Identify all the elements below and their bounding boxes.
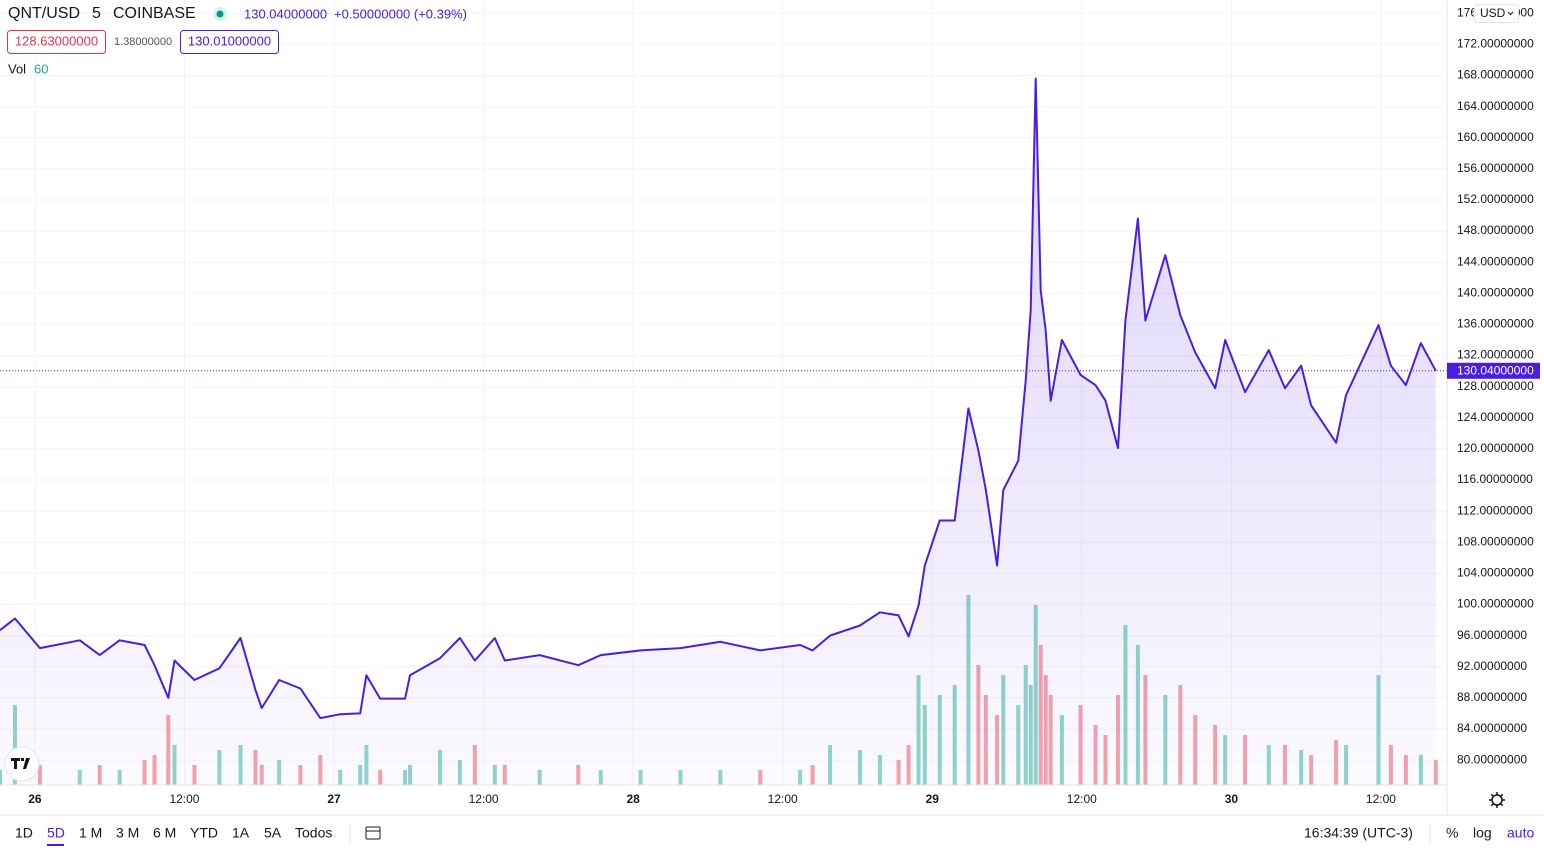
y-tick-label: 172.00000000 bbox=[1457, 37, 1534, 51]
y-tick-label: 108.00000000 bbox=[1457, 534, 1534, 548]
settings-teeth bbox=[1489, 792, 1505, 808]
y-tick-label: 140.00000000 bbox=[1457, 285, 1534, 299]
status-dot bbox=[216, 10, 224, 18]
currency[interactable]: USD bbox=[1480, 6, 1506, 20]
x-tick-label: 27 bbox=[327, 792, 341, 806]
x-tick-label: 30 bbox=[1225, 792, 1239, 806]
x-tick-label: 28 bbox=[626, 792, 640, 806]
range-button[interactable]: 6 M bbox=[153, 825, 176, 841]
last-price-label: 130.04000000 bbox=[1457, 363, 1534, 377]
y-tick-label: 116.00000000 bbox=[1457, 472, 1533, 486]
y-tick-label: 132.00000000 bbox=[1457, 348, 1534, 362]
last-price: 130.04000000 bbox=[244, 6, 327, 21]
logo-mark bbox=[11, 758, 30, 769]
price-change: +0.50000000 (+0.39%) bbox=[334, 6, 467, 21]
y-tick-label: 88.00000000 bbox=[1457, 690, 1527, 704]
range-active bbox=[47, 844, 64, 846]
y-tick-label: 80.00000000 bbox=[1457, 752, 1527, 766]
range-button[interactable]: 5A bbox=[264, 825, 282, 841]
currency-button[interactable] bbox=[1474, 4, 1519, 23]
y-tick-label: 92.00000000 bbox=[1457, 659, 1527, 673]
range-button[interactable]: 5D bbox=[47, 825, 65, 841]
y-tick-label: 100.00000000 bbox=[1457, 597, 1534, 611]
range-button[interactable]: 1 M bbox=[79, 825, 102, 841]
x-tick-label: 12:00 bbox=[169, 792, 199, 806]
ask[interactable]: 130.01000000 bbox=[188, 33, 271, 48]
range-button[interactable]: 1D bbox=[15, 825, 33, 841]
range-button[interactable]: 3 M bbox=[116, 825, 139, 841]
interval: 5 bbox=[92, 5, 101, 22]
y-tick-label: 128.00000000 bbox=[1457, 379, 1534, 393]
last-price-badge bbox=[1447, 362, 1540, 379]
y-tick-label: 124.00000000 bbox=[1457, 410, 1534, 424]
y-tick-label: 168.00000000 bbox=[1457, 68, 1534, 82]
x-tick-label: 29 bbox=[926, 792, 940, 806]
logo[interactable] bbox=[4, 746, 40, 782]
clock: 16:34:39 (UTC-3) bbox=[1304, 825, 1413, 841]
x-tick-label: 12:00 bbox=[1366, 792, 1396, 806]
y-tick-label: 120.00000000 bbox=[1457, 441, 1534, 455]
y-tick-label: 160.00000000 bbox=[1457, 130, 1534, 144]
bid-box[interactable] bbox=[7, 30, 106, 54]
scale-button[interactable]: auto bbox=[1507, 825, 1534, 841]
settings[interactable] bbox=[1491, 794, 1503, 806]
vol-label: Vol bbox=[8, 61, 26, 76]
price-line bbox=[0, 77, 1437, 720]
spread: 1.38000000 bbox=[114, 36, 172, 48]
symbol: QNT/USD bbox=[8, 5, 80, 22]
y-tick-label: 156.00000000 bbox=[1457, 161, 1534, 175]
y-tick-label: 136.00000000 bbox=[1457, 317, 1534, 331]
y-tick-label: 104.00000000 bbox=[1457, 566, 1534, 580]
y-tick-label: 148.00000000 bbox=[1457, 223, 1534, 237]
x-tick-label: 26 bbox=[28, 792, 42, 806]
scale-button[interactable]: % bbox=[1446, 825, 1458, 841]
range-button[interactable]: 1A bbox=[232, 825, 250, 841]
y-tick-label: 96.00000000 bbox=[1457, 628, 1527, 642]
vol-value: 60 bbox=[34, 61, 48, 76]
y-tick-label: 144.00000000 bbox=[1457, 254, 1534, 268]
range-button[interactable]: YTD bbox=[190, 825, 218, 841]
x-tick-label: 12:00 bbox=[768, 792, 798, 806]
y-tick-label: 164.00000000 bbox=[1457, 99, 1534, 113]
ask-box[interactable] bbox=[180, 30, 279, 54]
exchange: COINBASE bbox=[113, 5, 196, 22]
bid[interactable]: 128.63000000 bbox=[15, 33, 98, 48]
range-button[interactable]: Todos bbox=[295, 825, 332, 841]
date-range-icon[interactable] bbox=[365, 826, 381, 840]
y-tick-label: 152.00000000 bbox=[1457, 192, 1534, 206]
y-tick-label: 112.00000000 bbox=[1457, 503, 1533, 517]
scale-button[interactable]: log bbox=[1473, 825, 1492, 841]
y-tick-label: 84.00000000 bbox=[1457, 721, 1527, 735]
chevron bbox=[1507, 11, 1514, 16]
x-tick-label: 12:00 bbox=[469, 792, 499, 806]
x-tick-label: 12:00 bbox=[1067, 792, 1097, 806]
area bbox=[0, 78, 1436, 786]
